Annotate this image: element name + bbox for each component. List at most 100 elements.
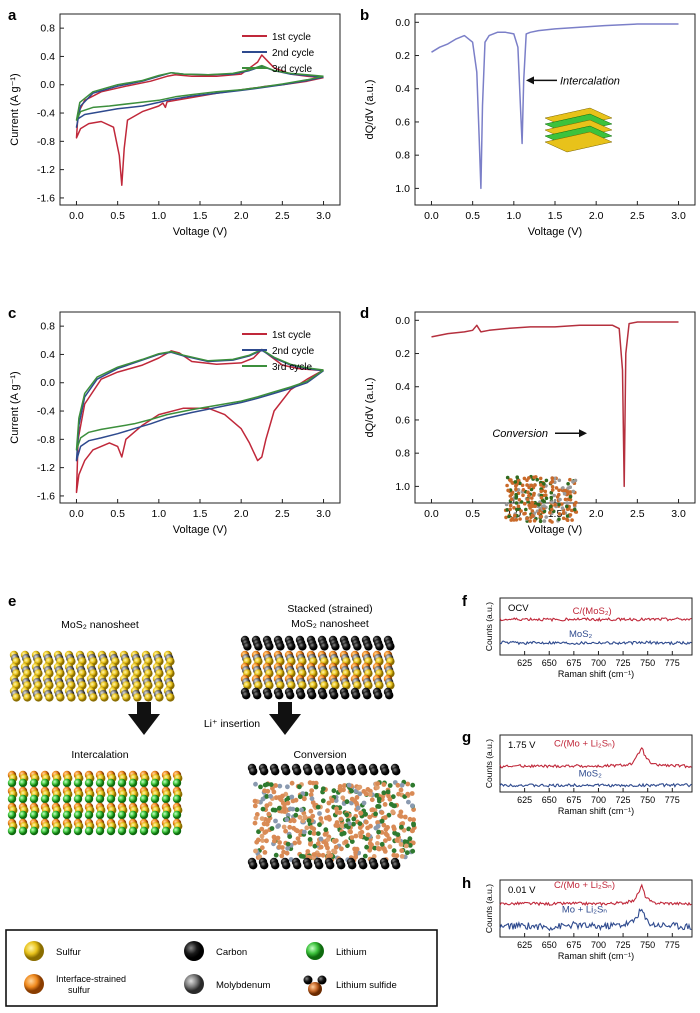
atom <box>106 778 116 788</box>
atom <box>293 812 299 818</box>
cluster-atom <box>521 488 526 492</box>
x-axis-label: Voltage (V) <box>173 226 227 238</box>
cluster-atom <box>557 517 561 521</box>
atom <box>358 810 363 816</box>
mos2-nanosheet-title: MoS₂ nanosheet <box>61 619 139 631</box>
atom <box>381 790 387 796</box>
atom <box>367 847 373 853</box>
atom <box>293 797 299 803</box>
atom <box>268 793 273 799</box>
atom <box>354 795 360 800</box>
atom <box>410 848 416 854</box>
x-tick-label: 0.0 <box>69 508 84 520</box>
cluster-atom <box>550 485 555 489</box>
atom <box>259 845 265 851</box>
atom <box>95 794 105 804</box>
stacked-title-line2: MoS₂ nanosheet <box>291 618 369 630</box>
atom <box>311 831 317 836</box>
atom <box>29 826 39 836</box>
legend-entry: 2nd cycle <box>272 346 315 357</box>
cluster-atom <box>550 520 554 524</box>
atom <box>411 817 416 823</box>
atom <box>407 843 413 848</box>
y-axis-label: Current (A g⁻¹) <box>9 73 21 145</box>
cluster-atom <box>553 502 557 507</box>
x-tick-label: 2.5 <box>630 508 645 520</box>
atom <box>139 826 149 836</box>
cluster-atom <box>550 479 555 484</box>
atom <box>340 795 346 801</box>
x-tick-label: 725 <box>616 795 631 805</box>
y-axis-label: Counts (a.u.) <box>484 884 494 933</box>
atom <box>373 811 378 817</box>
atom <box>285 845 290 851</box>
atom <box>334 820 340 825</box>
atom <box>364 642 373 651</box>
atom <box>128 826 138 836</box>
atom <box>367 814 373 820</box>
atom <box>376 796 382 802</box>
atom <box>326 800 332 806</box>
atom <box>375 820 380 825</box>
atom <box>392 767 401 776</box>
atom <box>89 693 98 702</box>
atom <box>404 850 410 856</box>
panel-letter-g: g <box>462 729 471 746</box>
arrow-head <box>579 429 587 438</box>
atom <box>264 691 273 700</box>
atom <box>297 784 302 790</box>
atom <box>256 829 261 835</box>
atom <box>273 818 278 824</box>
atom <box>351 821 356 827</box>
atom <box>394 838 400 843</box>
atom <box>265 681 274 690</box>
atom <box>278 796 283 802</box>
atom <box>309 788 315 793</box>
atom <box>293 767 302 776</box>
x-tick-label: 625 <box>517 940 532 950</box>
atom <box>298 642 307 651</box>
atom <box>387 783 393 788</box>
atom <box>346 782 352 788</box>
atom <box>297 691 306 700</box>
atom <box>363 811 368 817</box>
atom-slab <box>7 810 182 820</box>
atom <box>349 839 355 844</box>
cluster-atom <box>509 497 514 502</box>
cluster-atom <box>514 518 519 522</box>
atom-slab <box>9 674 175 690</box>
down-arrow-left <box>128 702 160 735</box>
atom-slab <box>240 650 395 666</box>
atom <box>285 812 291 818</box>
chart-a: 0.0 0.5 1.0 1.5 2.0 2.5 3.0 0.8 0.4 0.0 -0.4 -0.8 -1… <box>9 13 341 238</box>
atom <box>320 798 326 804</box>
panel-letter-f: f <box>462 593 468 610</box>
atom <box>379 810 385 815</box>
atom <box>310 813 316 819</box>
annotation-text: Intercalation <box>560 75 620 87</box>
atom <box>379 841 385 847</box>
atom <box>111 693 120 702</box>
atom <box>383 838 388 843</box>
atom <box>337 784 343 789</box>
atom <box>398 842 404 847</box>
atom <box>106 810 116 820</box>
cluster-atom <box>504 502 509 507</box>
atom <box>356 785 361 791</box>
atom <box>312 843 318 849</box>
atom <box>297 814 303 820</box>
x-tick-label: 0.5 <box>110 210 125 222</box>
atom <box>275 824 281 829</box>
legend-entry: 1st cycle <box>272 32 311 43</box>
atom <box>128 794 138 804</box>
atom <box>375 785 380 790</box>
atom-slab <box>9 662 175 678</box>
atom <box>260 838 265 843</box>
panel-letter-e: e <box>8 593 16 610</box>
cluster-atom <box>565 501 570 505</box>
atom <box>273 852 279 858</box>
cluster-atom <box>513 480 518 484</box>
cluster-atom <box>568 495 573 499</box>
x-tick-label: 0.0 <box>69 210 84 222</box>
x-tick-label: 725 <box>616 940 631 950</box>
